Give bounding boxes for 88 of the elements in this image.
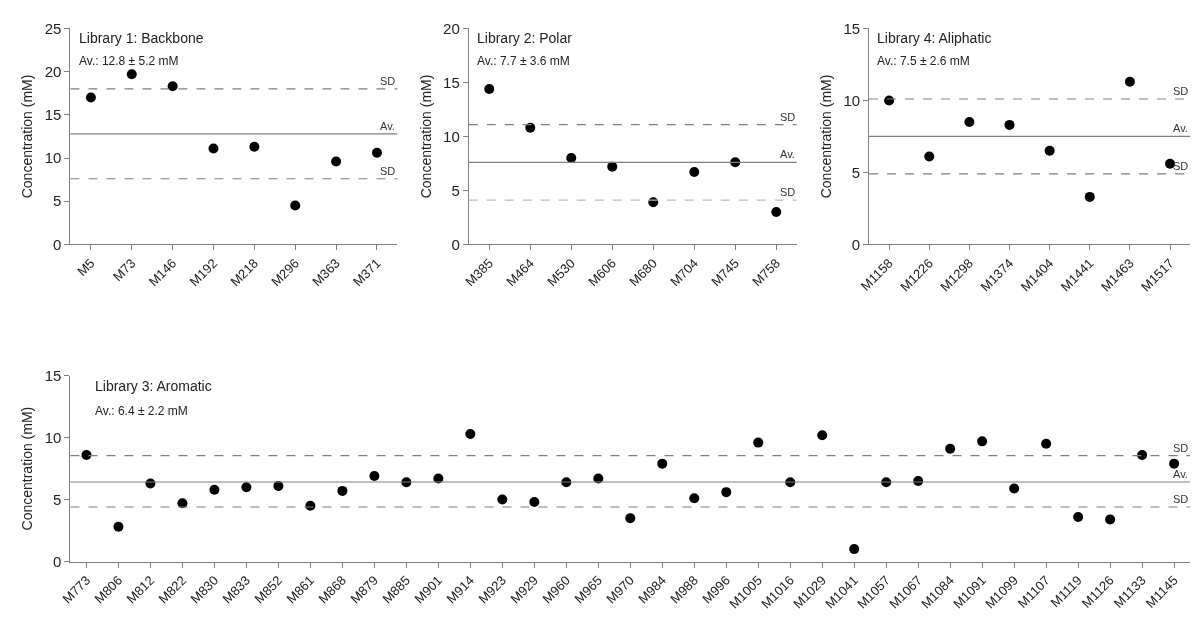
point: [208, 143, 219, 154]
ref-line-label: Av.: [1173, 468, 1188, 480]
point: [337, 485, 348, 496]
point: [126, 69, 137, 80]
point: [484, 83, 495, 94]
point: [721, 487, 732, 498]
y-tick-label: 5: [53, 192, 62, 210]
point: [945, 443, 956, 454]
y-tick-label: 15: [843, 19, 861, 37]
y-tick-label: 10: [843, 91, 861, 109]
point: [1009, 483, 1020, 494]
y-tick-label: 5: [451, 181, 460, 199]
point: [1084, 191, 1095, 202]
y-tick-label: 0: [851, 235, 861, 253]
point: [1041, 438, 1052, 449]
chart-title: Library 1: Backbone: [79, 30, 204, 46]
ref-line-label: SD: [1173, 493, 1189, 505]
point: [753, 437, 764, 448]
ref-line-label: Av.: [1173, 122, 1188, 134]
y-axis-title: Concentration (mM): [19, 74, 36, 199]
text: Av.: 12.8 ± 5.2 mM: [79, 54, 179, 68]
point: [1105, 514, 1116, 525]
point: [1169, 458, 1180, 469]
chart-title: Library 2: Polar: [477, 30, 573, 46]
point: [85, 92, 96, 103]
y-axis-title: Concentration (mM): [817, 74, 834, 199]
point: [849, 544, 860, 555]
ref-line-label: SD: [780, 111, 796, 123]
point: [607, 161, 618, 172]
y-axis-title: Concentration (mM): [19, 406, 36, 531]
point: [369, 471, 380, 482]
point: [331, 156, 342, 167]
point: [1124, 76, 1135, 87]
point: [625, 513, 636, 524]
point: [771, 207, 782, 217]
y-tick-label: 15: [44, 106, 62, 124]
point: [113, 521, 124, 532]
y-tick-label: 15: [443, 73, 460, 91]
point: [817, 430, 828, 441]
text: Av.: 6.4 ± 2.2 mM: [95, 404, 188, 418]
y-tick-label: 5: [851, 163, 861, 181]
ref-line-label: SD: [1173, 85, 1189, 97]
y-tick-label: 10: [44, 149, 62, 167]
y-tick-label: 25: [44, 19, 62, 37]
point: [689, 493, 700, 504]
y-tick-label: 0: [53, 552, 62, 570]
y-tick-label: 5: [53, 490, 62, 508]
text: Av.: 7.7 ± 3.6 mM: [477, 54, 570, 68]
point: [167, 81, 178, 92]
y-tick-label: 20: [44, 62, 62, 80]
y-tick-label: 15: [44, 366, 62, 384]
chart-title: Library 4: Aliphatic: [877, 30, 992, 46]
point: [657, 458, 668, 469]
point: [497, 494, 508, 505]
chart-title: Library 3: Aromatic: [95, 378, 212, 394]
x-tick-label: M5: [74, 255, 98, 279]
point: [290, 200, 301, 211]
ref-line-label: Av.: [780, 148, 795, 160]
ref-line-label: Av.: [380, 120, 395, 132]
y-tick-label: 20: [443, 19, 460, 37]
point: [1044, 145, 1055, 156]
y-tick-label: 0: [451, 235, 460, 253]
point: [964, 117, 975, 128]
point: [1137, 449, 1148, 460]
ref-line-label: SD: [780, 186, 796, 198]
ref-line-label: SD: [1173, 160, 1189, 172]
text: Av.: 7.5 ± 2.6 mM: [877, 54, 970, 68]
point: [241, 482, 252, 493]
point: [924, 151, 935, 162]
point: [209, 484, 220, 495]
point: [1004, 119, 1015, 130]
ref-line-label: SD: [380, 75, 396, 87]
x-tick-label: M73: [109, 255, 139, 285]
y-tick-label: 0: [53, 235, 62, 253]
point: [249, 141, 260, 152]
point: [525, 122, 536, 133]
point: [371, 147, 382, 158]
y-tick-label: 10: [44, 428, 62, 446]
point: [465, 428, 476, 439]
ref-line-label: SD: [1173, 442, 1189, 454]
point: [529, 497, 540, 508]
point: [977, 436, 988, 447]
point: [689, 167, 700, 178]
point: [81, 449, 92, 460]
point: [1073, 511, 1084, 522]
ref-line-label: SD: [380, 165, 396, 177]
y-tick-label: 10: [443, 127, 460, 145]
y-axis-title: Concentration (mM): [417, 74, 434, 199]
